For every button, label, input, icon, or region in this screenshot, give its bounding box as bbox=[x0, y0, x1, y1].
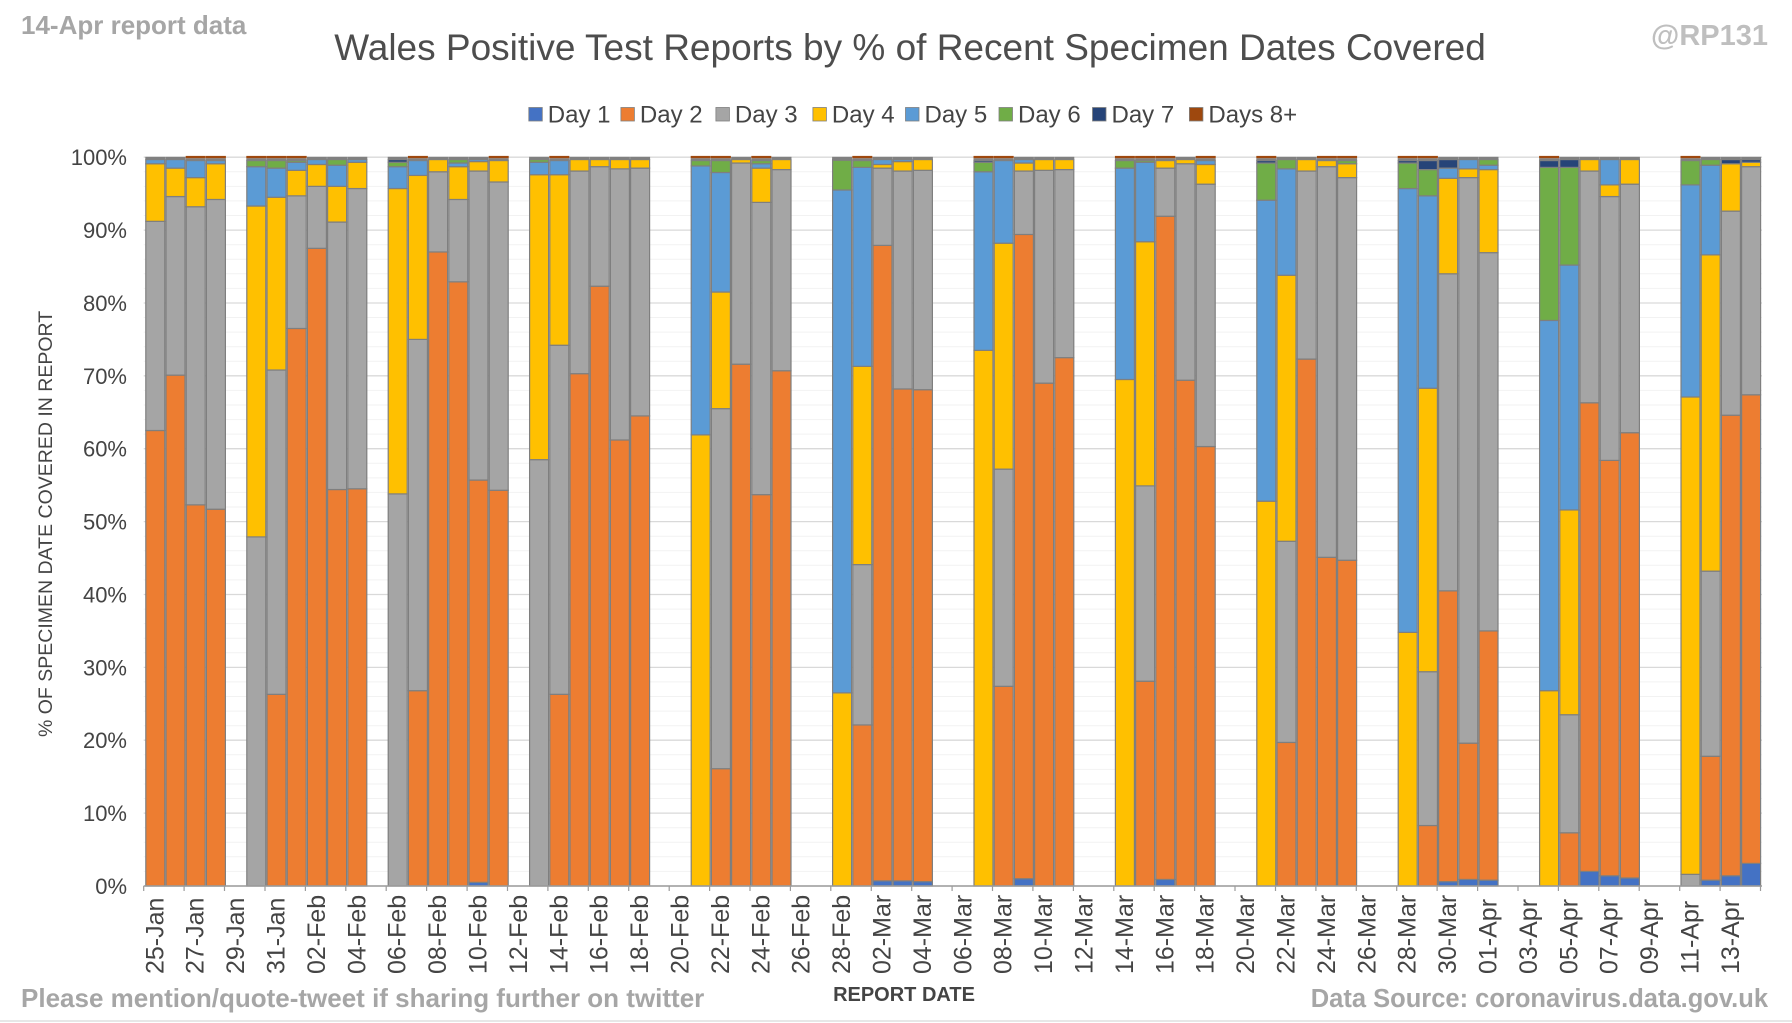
svg-text:28-Mar: 28-Mar bbox=[1394, 895, 1422, 974]
svg-text:Data Source: coronavirus.data.: Data Source: coronavirus.data.gov.uk bbox=[1311, 985, 1769, 1013]
svg-text:09-Apr: 09-Apr bbox=[1636, 899, 1664, 974]
svg-text:Days 8+: Days 8+ bbox=[1208, 102, 1297, 129]
svg-text:16-Mar: 16-Mar bbox=[1151, 895, 1179, 974]
svg-text:04-Mar: 04-Mar bbox=[909, 895, 937, 974]
svg-text:Day 5: Day 5 bbox=[925, 102, 988, 129]
svg-text:60%: 60% bbox=[83, 437, 127, 462]
svg-text:Day 6: Day 6 bbox=[1018, 102, 1081, 129]
svg-text:08-Mar: 08-Mar bbox=[990, 895, 1018, 974]
svg-text:Day 1: Day 1 bbox=[548, 102, 611, 129]
svg-text:31-Jan: 31-Jan bbox=[263, 898, 291, 974]
svg-text:06-Feb: 06-Feb bbox=[384, 895, 412, 974]
svg-text:27-Jan: 27-Jan bbox=[182, 898, 210, 974]
svg-text:12-Mar: 12-Mar bbox=[1071, 895, 1099, 974]
svg-text:@RP131: @RP131 bbox=[1651, 20, 1768, 52]
svg-text:28-Feb: 28-Feb bbox=[828, 895, 856, 974]
svg-text:30%: 30% bbox=[83, 655, 127, 680]
svg-text:03-Apr: 03-Apr bbox=[1515, 899, 1543, 974]
svg-text:0%: 0% bbox=[95, 874, 127, 899]
svg-text:50%: 50% bbox=[83, 510, 127, 535]
svg-text:25-Jan: 25-Jan bbox=[141, 898, 169, 974]
svg-text:Day 4: Day 4 bbox=[832, 102, 895, 129]
svg-text:10-Feb: 10-Feb bbox=[465, 895, 493, 974]
svg-text:Day 7: Day 7 bbox=[1112, 102, 1175, 129]
svg-text:30-Mar: 30-Mar bbox=[1434, 895, 1462, 974]
svg-text:06-Mar: 06-Mar bbox=[949, 895, 977, 974]
svg-text:80%: 80% bbox=[83, 291, 127, 316]
svg-text:26-Feb: 26-Feb bbox=[788, 895, 816, 974]
svg-text:22-Feb: 22-Feb bbox=[707, 895, 735, 974]
svg-text:13-Apr: 13-Apr bbox=[1717, 899, 1745, 974]
svg-text:12-Feb: 12-Feb bbox=[505, 895, 533, 974]
svg-text:01-Apr: 01-Apr bbox=[1475, 899, 1503, 974]
svg-text:11-Apr: 11-Apr bbox=[1677, 901, 1705, 974]
svg-text:40%: 40% bbox=[83, 583, 127, 608]
svg-text:% OF SPECIMEN DATE COVERED IN: % OF SPECIMEN DATE COVERED IN REPORT bbox=[35, 311, 57, 737]
svg-text:18-Mar: 18-Mar bbox=[1192, 895, 1220, 974]
svg-text:100%: 100% bbox=[71, 145, 127, 170]
svg-text:Day 2: Day 2 bbox=[640, 102, 703, 129]
svg-text:24-Feb: 24-Feb bbox=[747, 895, 775, 974]
svg-text:20-Mar: 20-Mar bbox=[1232, 895, 1260, 974]
svg-text:02-Feb: 02-Feb bbox=[303, 895, 331, 974]
svg-text:Please mention/quote-tweet if: Please mention/quote-tweet if sharing fu… bbox=[21, 983, 704, 1013]
svg-text:Wales Positive Test Reports by: Wales Positive Test Reports by % of Rece… bbox=[334, 27, 1486, 68]
svg-text:70%: 70% bbox=[83, 364, 127, 389]
svg-text:14-Feb: 14-Feb bbox=[545, 895, 573, 974]
svg-text:90%: 90% bbox=[83, 218, 127, 243]
svg-text:04-Feb: 04-Feb bbox=[343, 895, 371, 974]
svg-text:05-Apr: 05-Apr bbox=[1555, 899, 1583, 974]
svg-text:Day 3: Day 3 bbox=[735, 102, 798, 129]
svg-text:10%: 10% bbox=[83, 801, 127, 826]
svg-text:14-Mar: 14-Mar bbox=[1111, 895, 1139, 974]
svg-text:REPORT DATE: REPORT DATE bbox=[833, 984, 975, 1006]
svg-text:10-Mar: 10-Mar bbox=[1030, 895, 1058, 974]
svg-text:18-Feb: 18-Feb bbox=[626, 895, 654, 974]
svg-text:08-Feb: 08-Feb bbox=[424, 895, 452, 974]
svg-text:22-Mar: 22-Mar bbox=[1273, 895, 1301, 974]
svg-text:29-Jan: 29-Jan bbox=[222, 898, 250, 974]
svg-text:26-Mar: 26-Mar bbox=[1353, 895, 1381, 974]
svg-text:20%: 20% bbox=[83, 728, 127, 753]
svg-text:24-Mar: 24-Mar bbox=[1313, 895, 1341, 974]
svg-text:14-Apr report data: 14-Apr report data bbox=[21, 10, 247, 40]
svg-text:07-Apr: 07-Apr bbox=[1596, 899, 1624, 974]
svg-text:02-Mar: 02-Mar bbox=[869, 895, 897, 974]
svg-text:16-Feb: 16-Feb bbox=[586, 895, 614, 974]
svg-text:20-Feb: 20-Feb bbox=[667, 895, 695, 974]
